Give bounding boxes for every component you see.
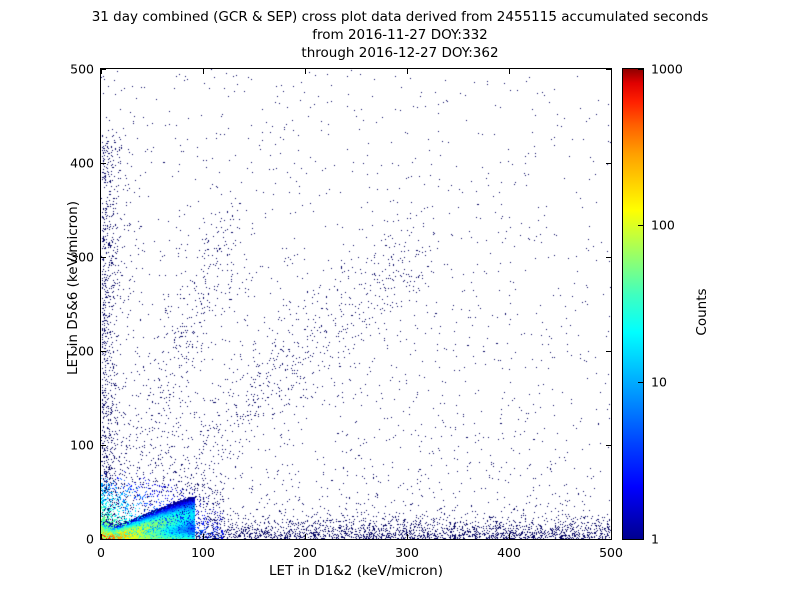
y-tick-label-300: 300 — [70, 249, 94, 265]
x-tick-mark-top-400 — [509, 69, 510, 74]
y-tick-mark-right-400 — [606, 163, 611, 164]
x-tick-label-200: 200 — [293, 545, 317, 560]
x-tick-mark-top-300 — [407, 69, 408, 74]
y-tick-mark-400 — [101, 163, 106, 164]
x-tick-mark-top-100 — [203, 69, 204, 74]
x-tick-mark-top-500 — [611, 69, 612, 74]
x-tick-mark-top-200 — [305, 69, 306, 74]
colorbar-tick-label-10: 10 — [651, 374, 667, 390]
colorbar-tick-label-1000: 1000 — [651, 61, 683, 77]
y-axis-label: LET in D5&6 (keV/micron) — [65, 201, 81, 375]
x-tick-label-100: 100 — [191, 545, 215, 560]
title-line-1: 31 day combined (GCR & SEP) cross plot d… — [91, 9, 709, 25]
x-tick-label-0: 0 — [97, 545, 105, 560]
title-line-2: from 2016-11-27 DOY:332 — [312, 27, 488, 43]
y-tick-mark-right-100 — [606, 445, 611, 446]
y-tick-mark-right-200 — [606, 351, 611, 352]
colorbar — [622, 68, 644, 540]
colorbar-tick-label-100: 100 — [651, 217, 675, 233]
colorbar-tick-mark-10 — [638, 382, 643, 383]
colorbar-tick-mark-1 — [638, 539, 643, 540]
x-tick-mark-500 — [611, 534, 612, 539]
y-tick-label-100: 100 — [70, 437, 94, 453]
y-tick-mark-300 — [101, 257, 106, 258]
y-tick-mark-right-0 — [606, 539, 611, 540]
x-tick-label-300: 300 — [395, 545, 419, 560]
x-axis-label: LET in D1&2 (keV/micron) — [269, 563, 443, 579]
x-tick-mark-top-0 — [101, 69, 102, 74]
x-tick-label-400: 400 — [497, 545, 521, 560]
y-tick-mark-200 — [101, 351, 106, 352]
colorbar-tick-label-1: 1 — [651, 531, 659, 547]
x-tick-label-500: 500 — [599, 545, 623, 560]
y-tick-mark-right-500 — [606, 69, 611, 70]
scatter-points-canvas — [101, 69, 611, 539]
colorbar-label: Counts — [694, 288, 710, 336]
scatter-plot-area — [100, 68, 612, 540]
y-tick-label-0: 0 — [86, 531, 94, 547]
y-tick-label-500: 500 — [70, 61, 94, 77]
x-tick-mark-100 — [203, 534, 204, 539]
y-tick-label-200: 200 — [70, 343, 94, 359]
title-line-3: through 2016-12-27 DOY:362 — [301, 45, 499, 61]
x-tick-mark-0 — [101, 534, 102, 539]
y-tick-mark-100 — [101, 445, 106, 446]
x-tick-mark-200 — [305, 534, 306, 539]
colorbar-tick-mark-100 — [638, 225, 643, 226]
x-tick-mark-300 — [407, 534, 408, 539]
y-tick-mark-500 — [101, 69, 106, 70]
x-tick-mark-400 — [509, 534, 510, 539]
y-tick-label-400: 400 — [70, 155, 94, 171]
colorbar-tick-mark-1000 — [638, 69, 643, 70]
y-tick-mark-0 — [101, 539, 106, 540]
y-tick-mark-right-300 — [606, 257, 611, 258]
page-title: 31 day combined (GCR & SEP) cross plot d… — [0, 8, 800, 62]
